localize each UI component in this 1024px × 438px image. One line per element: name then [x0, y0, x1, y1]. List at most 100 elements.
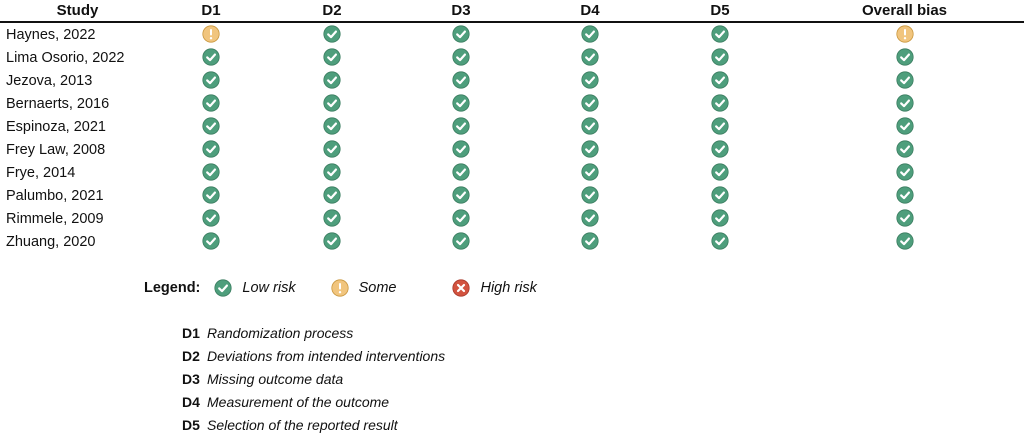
check-circle-icon — [202, 71, 220, 89]
column-header-d2: D2 — [267, 0, 397, 23]
check-circle-icon — [581, 48, 599, 66]
rating-cell — [525, 161, 655, 184]
check-circle-icon — [452, 163, 470, 181]
check-circle-icon — [202, 209, 220, 227]
check-circle-icon — [895, 71, 914, 89]
check-circle-icon — [895, 163, 914, 181]
check-circle-icon — [711, 140, 729, 158]
domain-row-d4: D4 Measurement of the outcome — [182, 391, 445, 414]
check-circle-icon — [202, 117, 220, 135]
check-circle-icon — [323, 209, 341, 227]
rating-cell — [267, 115, 397, 138]
check-circle-icon — [711, 209, 729, 227]
rating-cell — [655, 92, 785, 115]
check-circle-icon — [452, 140, 470, 158]
rating-cell — [655, 207, 785, 230]
column-header-d4: D4 — [525, 0, 655, 23]
table-row: Haynes, 2022 — [0, 22, 1024, 46]
rating-cell — [155, 161, 267, 184]
rating-cell — [525, 46, 655, 69]
legend-title: Legend: — [144, 280, 201, 296]
exclamation-circle-icon — [202, 25, 220, 43]
rating-cell — [655, 184, 785, 207]
domain-row-d2: D2 Deviations from intended interventions — [182, 345, 445, 368]
rating-cell — [155, 22, 267, 46]
rating-cell — [267, 207, 397, 230]
check-circle-icon — [711, 186, 729, 204]
rating-cell — [525, 207, 655, 230]
check-circle-icon — [581, 25, 599, 43]
rating-cell — [785, 230, 1024, 253]
check-circle-icon — [895, 209, 914, 227]
cross-circle-icon — [452, 279, 471, 297]
exclamation-circle-icon — [330, 279, 349, 297]
check-circle-icon — [711, 94, 729, 112]
rating-cell — [397, 22, 525, 46]
study-name: Frey Law, 2008 — [6, 141, 106, 158]
check-circle-icon — [581, 140, 599, 158]
rating-cell — [785, 69, 1024, 92]
column-header-study: Study — [0, 0, 155, 23]
column-header-d5: D5 — [655, 0, 785, 23]
rating-cell — [155, 92, 267, 115]
table-body: Haynes, 2022 Lima Osorio, 2022 Jezova, 201… — [0, 22, 1024, 253]
check-circle-icon — [711, 117, 729, 135]
check-circle-icon — [581, 94, 599, 112]
domain-code: D2 — [182, 348, 200, 364]
rating-cell — [525, 92, 655, 115]
legend-label-some: Some — [358, 280, 397, 296]
rating-cell — [155, 69, 267, 92]
check-circle-icon — [202, 94, 220, 112]
legend-item-low: Low risk — [214, 279, 296, 297]
check-circle-icon — [895, 94, 914, 112]
rating-cell — [155, 207, 267, 230]
check-circle-icon — [202, 140, 220, 158]
check-circle-icon — [581, 117, 599, 135]
table-row: Lima Osorio, 2022 — [0, 46, 1024, 69]
table-row: Espinoza, 2021 — [0, 115, 1024, 138]
check-circle-icon — [711, 232, 729, 250]
exclamation-circle-icon — [895, 25, 914, 43]
domain-description: Selection of the reported result — [207, 417, 398, 433]
check-circle-icon — [452, 94, 470, 112]
rating-cell — [785, 138, 1024, 161]
rating-cell — [397, 69, 525, 92]
check-circle-icon — [323, 117, 341, 135]
legend-label-low: Low risk — [242, 280, 296, 296]
rating-cell — [655, 138, 785, 161]
study-name: Jezova, 2013 — [6, 72, 93, 89]
rating-cell — [397, 46, 525, 69]
rating-cell — [397, 115, 525, 138]
rating-cell — [267, 46, 397, 69]
rating-cell — [155, 138, 267, 161]
domain-row-d5: D5 Selection of the reported result — [182, 414, 445, 437]
check-circle-icon — [711, 48, 729, 66]
check-circle-icon — [895, 140, 914, 158]
rating-cell — [525, 115, 655, 138]
rating-cell — [525, 138, 655, 161]
check-circle-icon — [895, 186, 914, 204]
rating-cell — [155, 115, 267, 138]
rating-cell — [267, 92, 397, 115]
rating-cell — [525, 69, 655, 92]
rating-cell — [267, 22, 397, 46]
study-name: Rimmele, 2009 — [6, 210, 104, 227]
domain-key-list: D1 Randomization process D2 Deviations fro… — [182, 322, 445, 437]
check-circle-icon — [452, 48, 470, 66]
check-circle-icon — [895, 232, 914, 250]
rating-cell — [397, 230, 525, 253]
rating-cell — [397, 207, 525, 230]
check-circle-icon — [323, 48, 341, 66]
rating-cell — [655, 161, 785, 184]
rating-cell — [785, 22, 1024, 46]
check-circle-icon — [711, 25, 729, 43]
table-row: Zhuang, 2020 — [0, 230, 1024, 253]
column-header-d3: D3 — [397, 0, 525, 23]
check-circle-icon — [452, 209, 470, 227]
check-circle-icon — [895, 48, 914, 66]
rating-cell — [655, 22, 785, 46]
rating-cell — [785, 92, 1024, 115]
study-name: Frye, 2014 — [6, 164, 76, 181]
rating-cell — [155, 230, 267, 253]
domain-code: D5 — [182, 417, 200, 433]
